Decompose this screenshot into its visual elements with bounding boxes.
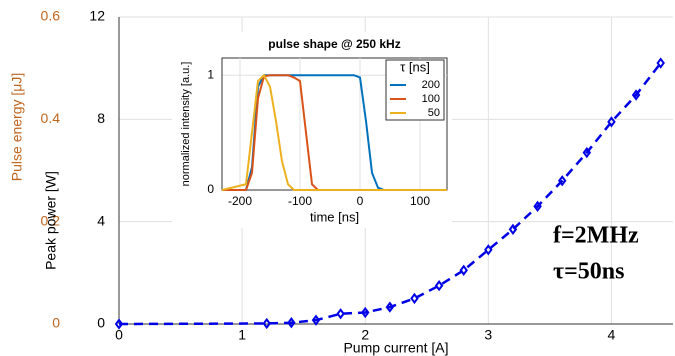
x-tick-label: 0 [357, 194, 364, 208]
legend-label: 100 [422, 93, 440, 105]
annotation: τ=50ns [553, 259, 624, 285]
marker [434, 279, 444, 292]
y-axis-label: normalized intensity [a.u.] [180, 62, 192, 187]
y-tick-label: 4 [97, 212, 105, 228]
y-tick-label: 1 [207, 67, 214, 81]
y-tick-label: 0 [97, 315, 105, 331]
marker [287, 317, 296, 329]
x-tick-label: 100 [410, 194, 430, 208]
marker [533, 200, 542, 212]
x-tick-label: 4 [608, 327, 616, 343]
x-tick-label: 0 [115, 327, 123, 343]
y-tick-label: 8 [97, 110, 105, 126]
marker [336, 308, 345, 320]
marker [410, 292, 419, 305]
y-tick-label: 12 [89, 8, 105, 24]
marker [656, 57, 665, 69]
marker [385, 301, 395, 313]
legend-title: τ [ns] [400, 59, 430, 74]
y-tick-label: 0 [207, 182, 214, 196]
x-tick-label: 3 [484, 327, 492, 343]
marker [582, 146, 592, 159]
legend-label: 200 [422, 79, 440, 91]
y-axis-label: Peak power [W] [43, 171, 59, 270]
marker [114, 318, 124, 330]
marker [459, 264, 468, 276]
y2-tick-label: 0 [52, 315, 60, 331]
y2-tick-label: 0.4 [41, 110, 61, 126]
legend-label: 50 [428, 107, 440, 119]
x-tick-label: -100 [288, 194, 312, 208]
marker [631, 89, 641, 101]
x-tick-label: 1 [238, 327, 246, 343]
marker [557, 175, 567, 187]
marker [607, 116, 616, 128]
y2-tick-label: 0.6 [41, 8, 61, 24]
inset-title: pulse shape @ 250 kHz [268, 37, 400, 51]
marker [484, 244, 493, 256]
marker [508, 223, 518, 236]
series-line [118, 62, 662, 326]
marker [360, 306, 370, 319]
legend-box [385, 59, 445, 121]
marker [311, 314, 321, 326]
x-axis-label: time [ns] [310, 209, 359, 224]
y2-axis-label: Pulse energy [μJ] [9, 73, 25, 181]
series-line [222, 74, 447, 191]
x-tick-label: -200 [228, 194, 252, 208]
y2-tick-label: 0.2 [41, 212, 61, 228]
marker [262, 317, 271, 330]
x-tick-label: 2 [361, 327, 369, 343]
annotation: f=2MHz [553, 223, 639, 249]
x-axis-label: Pump current [A] [343, 340, 448, 356]
series-line [221, 73, 447, 191]
